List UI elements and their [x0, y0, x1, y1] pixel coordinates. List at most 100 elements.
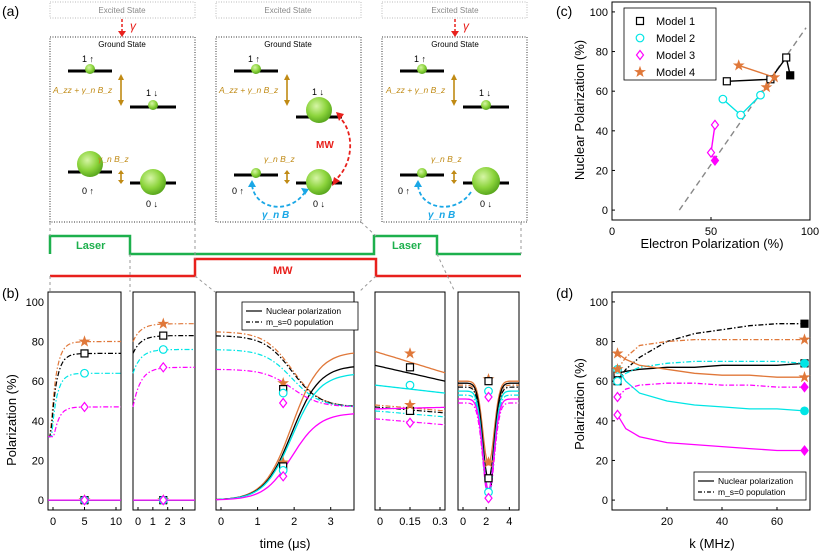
- diamond-marker: [710, 119, 720, 131]
- model3-ms0-line: [215, 368, 355, 408]
- y-tick-label: 80: [32, 337, 44, 349]
- circle-marker: [718, 94, 728, 104]
- diagram-box-2: Excited State Ground State: [215, 1, 362, 223]
- star-marker: [157, 317, 170, 329]
- x-tick-label: 0: [135, 516, 141, 528]
- energy-levels-box-2: 1 ↑ 1 ↓ 0 ↑ 0 ↓ A_zz + γ_n B_z γ_n B_z M…: [218, 54, 352, 221]
- model1-ms0-line: [215, 335, 355, 407]
- level-1-up-label: 1 ↑: [248, 54, 260, 64]
- gamma-decay-arrow-3: γ: [451, 19, 470, 37]
- square-marker: [80, 349, 89, 358]
- excited-state-label: Excited State: [98, 6, 146, 15]
- mw-transition-label: MW: [316, 140, 334, 151]
- mw-transition-arrow: [332, 115, 352, 183]
- x-tick-label: 100: [801, 226, 819, 238]
- zeeman-label: γ_n B_z: [431, 154, 462, 164]
- circle-marker: [800, 406, 809, 416]
- legend-nuclear-label: Nuclear polarization: [718, 476, 793, 486]
- y-tick-label: 100: [590, 297, 608, 309]
- level-0-down-label: 0 ↓: [146, 199, 158, 209]
- y-tick-label: 100: [590, 7, 608, 19]
- panel-d-plot: 0 20 40 60 80 100 20 40 60 Nuclear polarizationm_…: [590, 291, 811, 528]
- x-tick-label: 20: [661, 516, 673, 528]
- legend-model-label: Model 4: [656, 67, 695, 79]
- diamond-marker: [635, 49, 645, 61]
- panel-label-d: (d): [556, 285, 573, 301]
- x-tick-label: 40: [716, 516, 728, 528]
- mw-pulse-trace: [50, 257, 521, 278]
- model-3-nuclear-line: [616, 414, 805, 452]
- circle-marker: [800, 358, 809, 368]
- model2-ms0-line: [458, 394, 519, 500]
- model-2-ms0-line: [617, 360, 805, 382]
- square-marker: [635, 16, 645, 26]
- diagram-box-3: Excited State Ground State: [381, 1, 528, 223]
- model-1-ms0-line: [616, 323, 805, 382]
- energy-levels-box-1: 1 ↑ 1 ↓ 0 ↑ 0 ↓ A_zz + γ_n B_z γ_n B_z: [52, 54, 176, 209]
- panel-d-ylabel: Polarization (%): [572, 358, 587, 450]
- star-marker: [611, 347, 624, 359]
- model-1-nuclear-line: [617, 362, 805, 374]
- x-tick-label: 2: [291, 516, 297, 528]
- y-tick-label: 0: [602, 205, 608, 217]
- model2-ms0-line: [215, 349, 355, 407]
- legend-box: [693, 471, 807, 501]
- x-tick-label: 0: [50, 516, 56, 528]
- circle-marker: [158, 345, 168, 354]
- star-marker: [404, 347, 416, 359]
- diamond-marker: [158, 494, 168, 506]
- x-tick-label: 1: [255, 516, 261, 528]
- subplot-frame: [457, 291, 520, 511]
- y-tick-label: 40: [596, 126, 608, 138]
- model-3-ms0-line: [617, 382, 805, 398]
- coupling-label: A_zz + γ_n B_z: [52, 85, 113, 95]
- x-tick-label: 2: [483, 516, 489, 528]
- diamond-marker: [80, 494, 89, 506]
- y-tick-label: 20: [32, 455, 44, 467]
- circle-marker: [613, 376, 622, 386]
- mw-label: MW: [273, 265, 293, 277]
- square-marker: [722, 77, 731, 86]
- axes-frame: [611, 291, 811, 511]
- diamond-marker: [706, 147, 716, 159]
- rf-transition-label: γ_n B: [428, 210, 455, 221]
- diamond-marker: [613, 409, 622, 421]
- laser-pulse-trace: [48, 234, 521, 256]
- square-marker: [484, 474, 493, 483]
- y-tick-label: 80: [596, 47, 608, 59]
- rf-transition-label: γ_n B: [262, 210, 289, 221]
- circle-marker: [80, 368, 89, 378]
- star-marker: [798, 333, 811, 345]
- legend-ms0-label: m_s=0 population: [718, 487, 786, 497]
- model2-nuclear-line: [215, 373, 355, 501]
- level-1-up-label: 1 ↑: [82, 54, 94, 64]
- y-tick-label: 40: [32, 416, 44, 428]
- energy-levels-box-3: 1 ↑ 1 ↓ 0 ↑ 0 ↓ A_zz + γ_n B_z γ_n B_z γ…: [385, 54, 509, 221]
- square-marker: [484, 377, 493, 386]
- subplot-frame: [132, 291, 196, 511]
- legend-model-label: Model 3: [656, 50, 695, 62]
- y-tick-label: 60: [32, 376, 44, 388]
- x-tick-label: 10: [110, 516, 122, 528]
- laser-label-1: Laser: [76, 240, 106, 252]
- gamma-label: γ: [130, 19, 137, 33]
- ground-state-label: Ground State: [264, 40, 312, 49]
- legend-nuclear-label: Nuclear polarization: [266, 306, 341, 316]
- diamond-marker: [484, 492, 493, 504]
- panel-label-a: (a): [2, 3, 19, 19]
- y-tick-label: 60: [596, 86, 608, 98]
- star-marker: [732, 59, 745, 71]
- square-marker: [405, 363, 415, 372]
- model3-ms0-line: [458, 402, 519, 500]
- coupling-label: A_zz + γ_n B_z: [385, 85, 446, 95]
- y-tick-label: 60: [596, 376, 608, 388]
- rf-transition-arrow: [251, 184, 306, 208]
- model-4-nuclear-line: [617, 352, 805, 378]
- x-tick-label: 0: [460, 516, 466, 528]
- circle-marker: [756, 90, 765, 100]
- star-marker: [798, 370, 811, 383]
- level-0-up-label: 0 ↑: [82, 186, 94, 196]
- circle-marker: [405, 380, 415, 390]
